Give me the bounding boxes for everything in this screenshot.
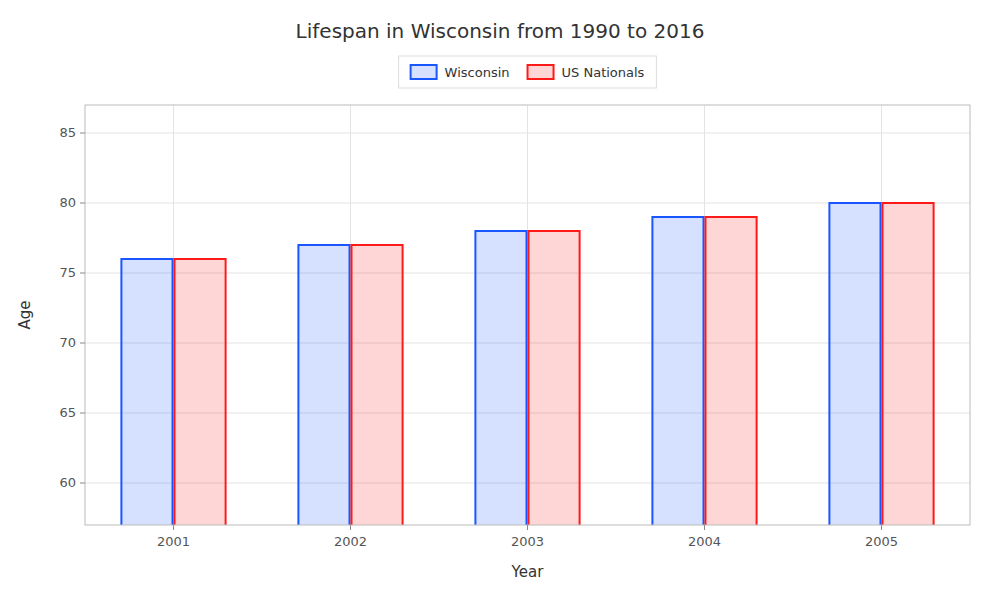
- bar: [121, 259, 172, 525]
- tick-label: 2004: [688, 534, 721, 549]
- bar: [883, 203, 934, 525]
- chart: Lifespan in Wisconsin from 1990 to 2016 6…: [0, 0, 1000, 600]
- axis-label: Age: [16, 300, 34, 329]
- legend: Wisconsin US Nationals: [399, 56, 657, 88]
- tick: [80, 273, 85, 274]
- tick: [173, 525, 174, 530]
- x-axis: 2001 2002 2003 2004 2005: [157, 525, 898, 549]
- tick: [527, 525, 528, 530]
- axis-label: Year: [511, 563, 545, 581]
- tick-label: 70: [59, 335, 76, 350]
- tick-label: 75: [59, 265, 76, 280]
- plot-frame: [85, 105, 970, 525]
- bar: [475, 231, 526, 525]
- tick: [80, 343, 85, 344]
- y-axis: 60 65 70 75 80 85: [59, 125, 85, 490]
- tick-label: 2005: [865, 534, 898, 549]
- bar: [298, 245, 349, 525]
- tick-label: 2002: [334, 534, 367, 549]
- tick-label: 2003: [511, 534, 544, 549]
- bar: [352, 245, 403, 525]
- tick-label: 2001: [157, 534, 190, 549]
- legend-swatch: [528, 65, 554, 79]
- bar: [706, 217, 757, 525]
- bar: [529, 231, 580, 525]
- legend-box: [399, 56, 657, 88]
- bar: [652, 217, 703, 525]
- legend-label: Wisconsin: [445, 65, 510, 80]
- tick: [80, 203, 85, 204]
- tick-label: 60: [59, 475, 76, 490]
- legend-swatch: [411, 65, 437, 79]
- tick-label: 65: [59, 405, 76, 420]
- tick: [80, 133, 85, 134]
- tick: [704, 525, 705, 530]
- bar: [829, 203, 880, 525]
- title: Lifespan in Wisconsin from 1990 to 2016: [296, 19, 705, 43]
- tick: [350, 525, 351, 530]
- tick: [80, 413, 85, 414]
- tick-label: 80: [59, 195, 76, 210]
- legend-label: US Nationals: [562, 65, 645, 80]
- bar: [175, 259, 226, 525]
- tick: [881, 525, 882, 530]
- bars: [121, 203, 933, 525]
- tick-label: 85: [59, 125, 76, 140]
- tick: [80, 483, 85, 484]
